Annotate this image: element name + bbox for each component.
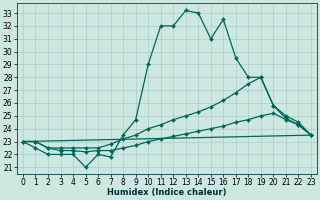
X-axis label: Humidex (Indice chaleur): Humidex (Indice chaleur)	[107, 188, 227, 197]
